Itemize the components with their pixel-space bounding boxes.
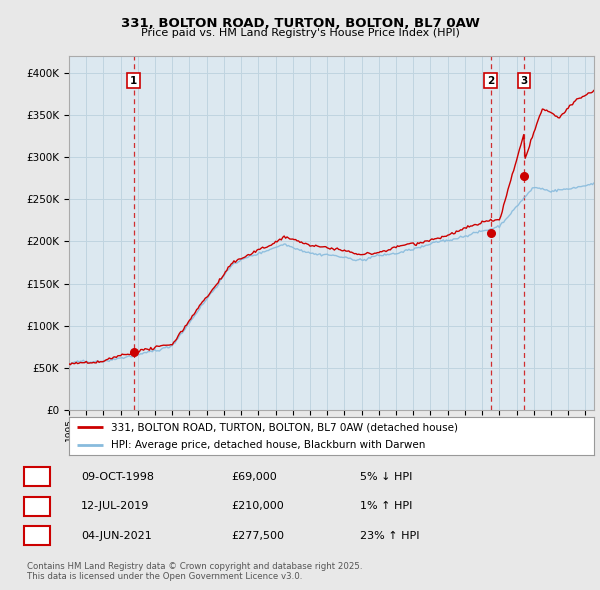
Text: 23% ↑ HPI: 23% ↑ HPI	[360, 531, 419, 540]
Text: 04-JUN-2021: 04-JUN-2021	[81, 531, 152, 540]
Text: 1: 1	[34, 472, 41, 481]
Text: 1% ↑ HPI: 1% ↑ HPI	[360, 502, 412, 511]
Text: 5% ↓ HPI: 5% ↓ HPI	[360, 472, 412, 481]
Text: Contains HM Land Registry data © Crown copyright and database right 2025.
This d: Contains HM Land Registry data © Crown c…	[27, 562, 362, 581]
Text: 331, BOLTON ROAD, TURTON, BOLTON, BL7 0AW: 331, BOLTON ROAD, TURTON, BOLTON, BL7 0A…	[121, 17, 479, 30]
Text: 3: 3	[34, 531, 41, 540]
Text: 12-JUL-2019: 12-JUL-2019	[81, 502, 149, 511]
Text: 2: 2	[34, 502, 41, 511]
Text: 1: 1	[130, 76, 137, 86]
Text: £277,500: £277,500	[231, 531, 284, 540]
Text: 331, BOLTON ROAD, TURTON, BOLTON, BL7 0AW (detached house): 331, BOLTON ROAD, TURTON, BOLTON, BL7 0A…	[111, 422, 458, 432]
Text: £69,000: £69,000	[231, 472, 277, 481]
Text: 2: 2	[487, 76, 494, 86]
Text: 3: 3	[520, 76, 527, 86]
Text: Price paid vs. HM Land Registry's House Price Index (HPI): Price paid vs. HM Land Registry's House …	[140, 28, 460, 38]
Text: £210,000: £210,000	[231, 502, 284, 511]
Text: 09-OCT-1998: 09-OCT-1998	[81, 472, 154, 481]
Text: HPI: Average price, detached house, Blackburn with Darwen: HPI: Average price, detached house, Blac…	[111, 440, 425, 450]
